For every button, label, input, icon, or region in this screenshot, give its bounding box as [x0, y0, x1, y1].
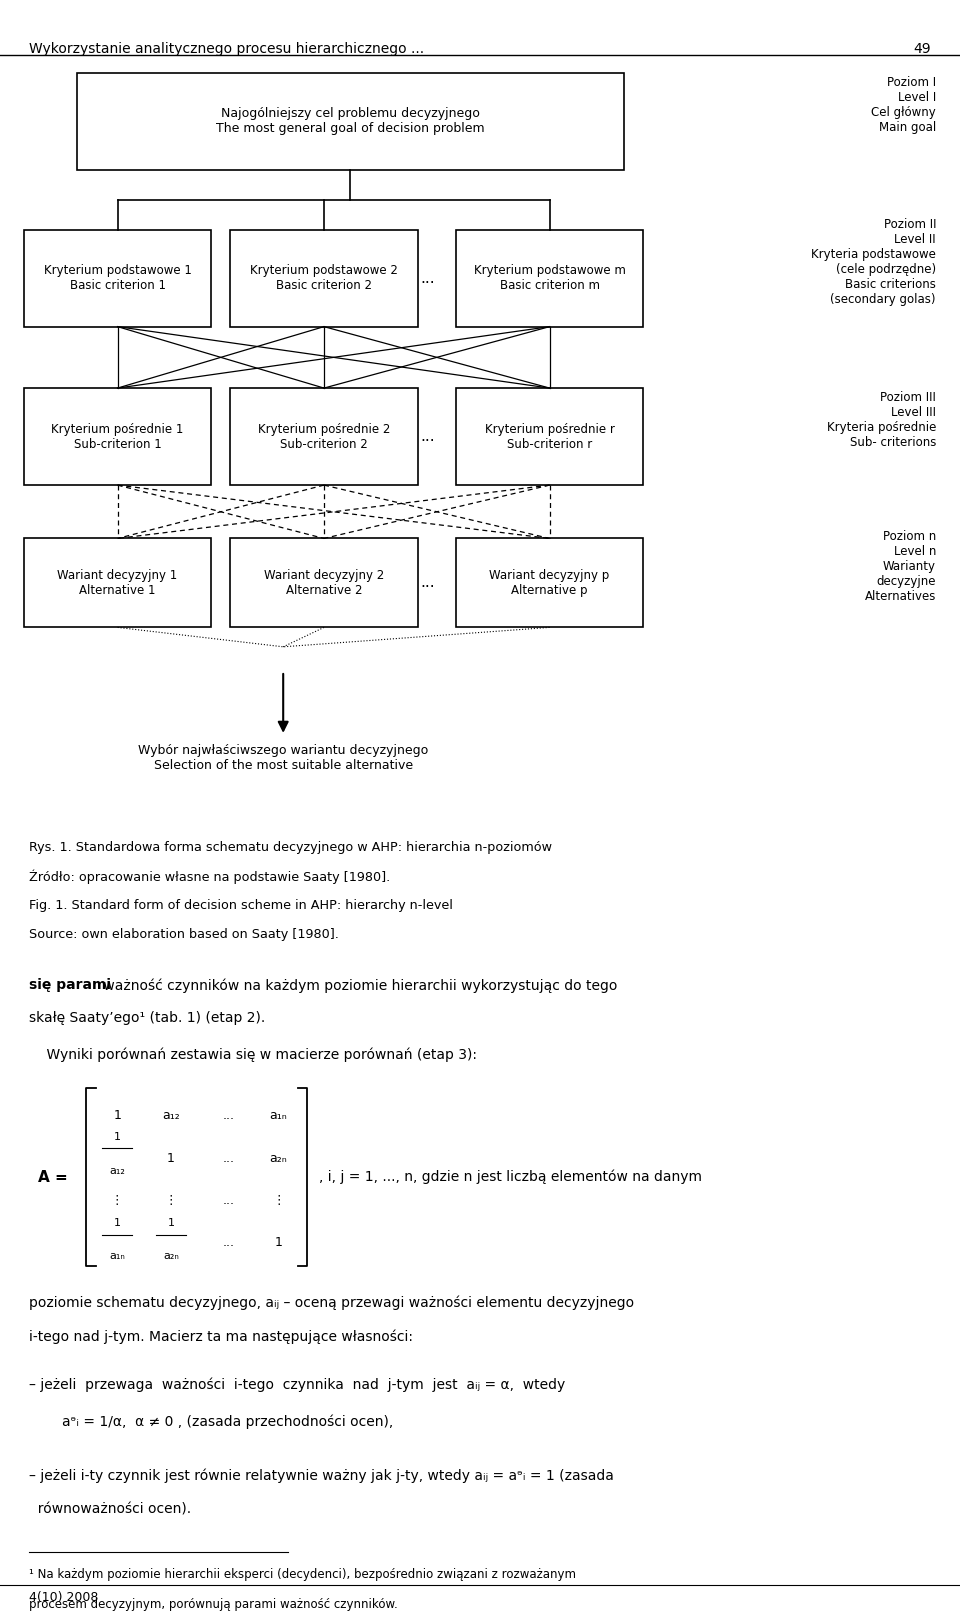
Text: Wybór najwłaściwszego wariantu decyzyjnego
Selection of the most suitable altern: Wybór najwłaściwszego wariantu decyzyjne…	[138, 744, 428, 771]
Text: Kryterium pośrednie r
Sub-criterion r: Kryterium pośrednie r Sub-criterion r	[485, 422, 614, 451]
Text: Poziom III
Level III
Kryteria pośrednie
Sub- criterions: Poziom III Level III Kryteria pośrednie …	[827, 391, 936, 450]
Text: Kryterium podstawowe 2
Basic criterion 2: Kryterium podstawowe 2 Basic criterion 2	[250, 264, 398, 293]
Text: procesem decyzyjnym, porównują parami ważność czynników.: procesem decyzyjnym, porównują parami wa…	[29, 1598, 397, 1611]
Text: – jeżeli i-ty czynnik jest równie relatywnie ważny jak j-ty, wtedy aᵢⱼ = aᵊᵢ = 1: – jeżeli i-ty czynnik jest równie relaty…	[29, 1468, 613, 1483]
Text: skałę Saaty’ego¹ (tab. 1) (etap 2).: skałę Saaty’ego¹ (tab. 1) (etap 2).	[29, 1011, 265, 1025]
Text: 1: 1	[113, 1109, 121, 1122]
Text: ⋮: ⋮	[272, 1193, 285, 1206]
Text: 1: 1	[113, 1132, 121, 1142]
Text: równoważności ocen).: równoważności ocen).	[29, 1502, 191, 1517]
Text: A =: A =	[38, 1169, 67, 1185]
Bar	[456, 388, 643, 485]
Bar	[77, 73, 624, 170]
Text: ...: ...	[223, 1151, 234, 1164]
Bar	[230, 230, 418, 327]
Text: a₁₂: a₁₂	[109, 1166, 125, 1176]
Text: – jeżeli  przewaga  ważności  i-tego  czynnika  nad  j-tym  jest  aᵢⱼ = α,  wted: – jeżeli przewaga ważności i-tego czynni…	[29, 1378, 565, 1392]
Text: Najogólniejszy cel problemu decyzyjnego
The most general goal of decision proble: Najogólniejszy cel problemu decyzyjnego …	[216, 107, 485, 136]
Bar	[456, 230, 643, 327]
Text: a₂ₙ: a₂ₙ	[270, 1151, 287, 1164]
Text: Poziom II
Level II
Kryteria podstawowe
(cele podrzędne)
Basic criterions
(second: Poziom II Level II Kryteria podstawowe (…	[811, 218, 936, 306]
Text: ...: ...	[420, 429, 435, 445]
Text: ¹ Na każdym poziomie hierarchii eksperci (decydenci), bezpośrednio związani z ro: ¹ Na każdym poziomie hierarchii eksperci…	[29, 1568, 576, 1581]
Text: a₁₂: a₁₂	[162, 1109, 180, 1122]
Text: , i, j = 1, ..., n, gdzie n jest liczbą elementów na danym: , i, j = 1, ..., n, gdzie n jest liczbą …	[319, 1171, 702, 1184]
Text: i-tego nad j-tym. Macierz ta ma następujące własności:: i-tego nad j-tym. Macierz ta ma następuj…	[29, 1329, 413, 1344]
Text: ⋮: ⋮	[110, 1193, 124, 1206]
Text: 1: 1	[167, 1151, 175, 1164]
Text: Kryterium podstawowe 1
Basic criterion 1: Kryterium podstawowe 1 Basic criterion 1	[43, 264, 192, 293]
Text: Rys. 1. Standardowa forma schematu decyzyjnego w AHP: hierarchia n-poziomów: Rys. 1. Standardowa forma schematu decyz…	[29, 841, 552, 854]
Text: 49: 49	[914, 42, 931, 57]
Bar	[456, 538, 643, 627]
Text: 4(10) 2008: 4(10) 2008	[29, 1591, 98, 1604]
Text: Kryterium pośrednie 2
Sub-criterion 2: Kryterium pośrednie 2 Sub-criterion 2	[258, 422, 390, 451]
Text: poziomie schematu decyzyjnego, aᵢⱼ – oceną przewagi ważności elementu decyzyjneg: poziomie schematu decyzyjnego, aᵢⱼ – oce…	[29, 1295, 634, 1310]
Text: a₁ₙ: a₁ₙ	[270, 1109, 287, 1122]
Text: ...: ...	[223, 1193, 234, 1206]
Text: Wyniki porównań zestawia się w macierze porównań (etap 3):: Wyniki porównań zestawia się w macierze …	[29, 1048, 477, 1062]
Text: aᵊᵢ = 1/α,  α ≠ 0 , (zasada przechodności ocen),: aᵊᵢ = 1/α, α ≠ 0 , (zasada przechodności…	[62, 1415, 394, 1429]
Text: 1: 1	[275, 1237, 282, 1250]
Bar	[24, 538, 211, 627]
Text: się parami: się parami	[29, 978, 110, 993]
Text: Wykorzystanie analitycznego procesu hierarchicznego ...: Wykorzystanie analitycznego procesu hier…	[29, 42, 424, 57]
Text: ...: ...	[420, 576, 435, 590]
Text: ważność czynników na każdym poziomie hierarchii wykorzystując do tego: ważność czynników na każdym poziomie hie…	[99, 978, 617, 993]
Text: Wariant decyzyjny 1
Alternative 1: Wariant decyzyjny 1 Alternative 1	[58, 569, 178, 597]
Text: 1: 1	[113, 1219, 121, 1229]
Text: ...: ...	[223, 1109, 234, 1122]
Text: Wariant decyzyjny p
Alternative p: Wariant decyzyjny p Alternative p	[490, 569, 610, 597]
Text: 1: 1	[167, 1219, 175, 1229]
Bar	[230, 538, 418, 627]
Bar	[230, 388, 418, 485]
Text: ...: ...	[223, 1237, 234, 1250]
Text: Poziom n
Level n
Warianty
decyzyjne
Alternatives: Poziom n Level n Warianty decyzyjne Alte…	[865, 530, 936, 603]
Text: Poziom I
Level I
Cel główny
Main goal: Poziom I Level I Cel główny Main goal	[872, 76, 936, 134]
Text: Wariant decyzyjny 2
Alternative 2: Wariant decyzyjny 2 Alternative 2	[264, 569, 384, 597]
Text: a₂ₙ: a₂ₙ	[163, 1252, 179, 1261]
Text: Source: own elaboration based on Saaty [1980].: Source: own elaboration based on Saaty […	[29, 928, 339, 941]
Text: a₁ₙ: a₁ₙ	[109, 1252, 125, 1261]
Bar	[24, 388, 211, 485]
Bar	[24, 230, 211, 327]
Text: ⋮: ⋮	[164, 1193, 178, 1206]
Text: Kryterium pośrednie 1
Sub-criterion 1: Kryterium pośrednie 1 Sub-criterion 1	[52, 422, 183, 451]
Text: ...: ...	[420, 270, 435, 286]
Text: Fig. 1. Standard form of decision scheme in AHP: hierarchy n-level: Fig. 1. Standard form of decision scheme…	[29, 899, 453, 912]
Text: Kryterium podstawowe m
Basic criterion m: Kryterium podstawowe m Basic criterion m	[473, 264, 626, 293]
Text: Źródło: opracowanie własne na podstawie Saaty [1980].: Źródło: opracowanie własne na podstawie …	[29, 870, 390, 884]
